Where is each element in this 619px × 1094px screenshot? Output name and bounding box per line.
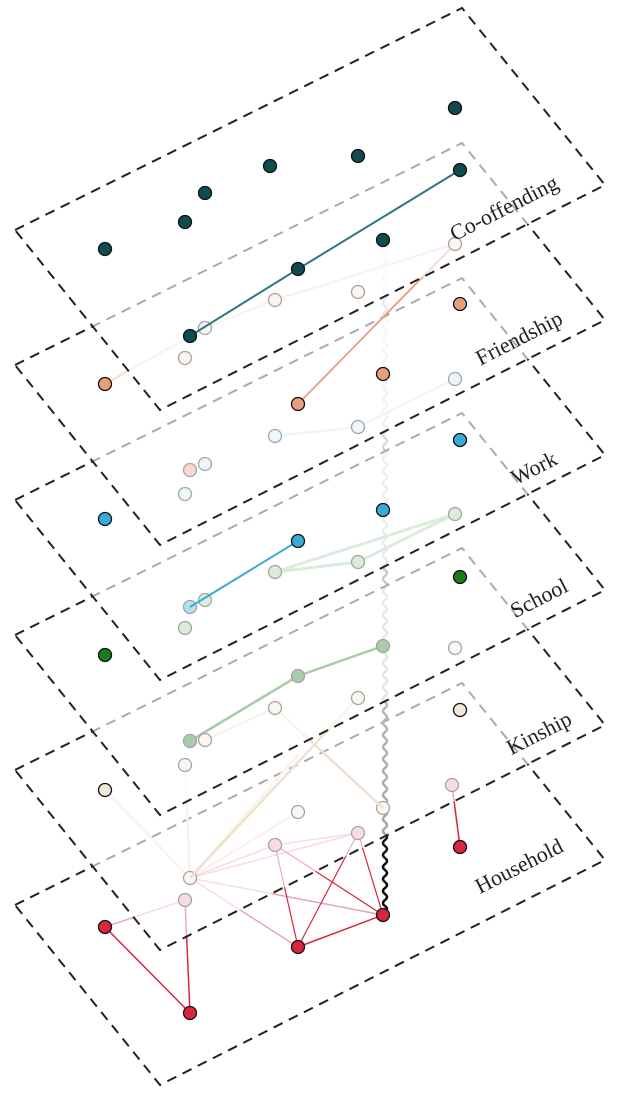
node (452, 162, 468, 178)
node (290, 396, 306, 412)
node (97, 376, 113, 392)
node (452, 432, 468, 448)
edge (297, 914, 384, 948)
node (97, 241, 113, 257)
node (177, 214, 193, 230)
edge (297, 169, 461, 270)
layer: Co-offending (13, 6, 607, 412)
node (375, 232, 391, 248)
node (375, 366, 391, 382)
node (447, 100, 463, 116)
node (452, 839, 468, 855)
node (97, 511, 113, 527)
node (290, 261, 306, 277)
node (97, 647, 113, 663)
edge (104, 926, 191, 1014)
node (197, 185, 213, 201)
edge (189, 540, 299, 608)
node (262, 158, 278, 174)
node (290, 939, 306, 955)
node (375, 907, 391, 923)
node (452, 569, 468, 585)
node (97, 782, 113, 798)
node (97, 919, 113, 935)
node (452, 296, 468, 312)
node (452, 702, 468, 718)
node (182, 1005, 198, 1021)
node (290, 533, 306, 549)
node (350, 148, 366, 164)
node (375, 502, 391, 518)
edge (189, 268, 299, 337)
node (182, 328, 198, 344)
